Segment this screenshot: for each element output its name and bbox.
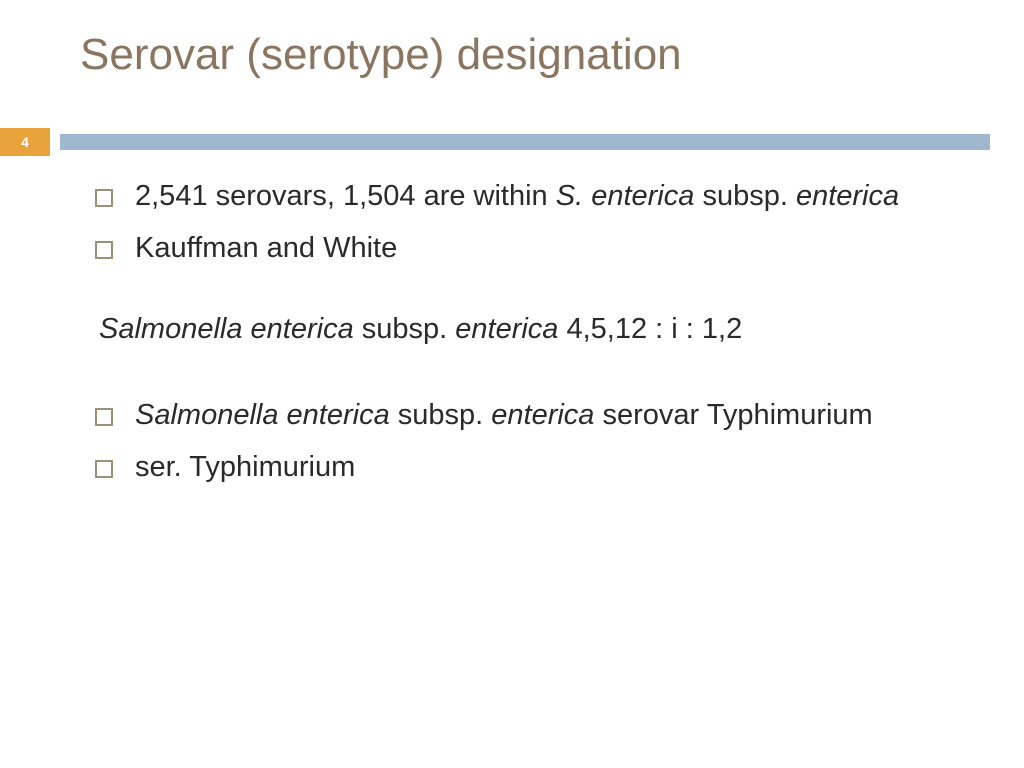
divider-row: 4 — [0, 128, 1024, 156]
page-number-badge: 4 — [0, 128, 50, 156]
center-species: Salmonella enterica — [99, 313, 354, 345]
bullet-item-3: Salmonella enterica subsp. enterica sero… — [95, 397, 935, 435]
slide: Serovar (serotype) designation 4 2,541 s… — [0, 0, 1024, 768]
bullet-2-text: Kauffman and White — [135, 232, 397, 264]
bullet-3-species: Salmonella enterica — [135, 399, 390, 431]
bullet-3-mid: subsp. — [390, 399, 492, 431]
slide-body: 2,541 serovars, 1,504 are within S. ente… — [95, 178, 935, 500]
bullet-3-serovar: serovar Typhimurium — [594, 399, 872, 431]
bullet-item-4: ser. Typhimurium — [95, 449, 935, 487]
bullet-1-text-b: subsp. — [694, 180, 796, 212]
slide-title: Serovar (serotype) designation — [80, 30, 682, 80]
bullet-1-subspecies: enterica — [796, 180, 899, 212]
center-subspecies: enterica — [455, 313, 558, 345]
divider-bar — [60, 134, 990, 150]
center-mid: subsp. — [354, 313, 456, 345]
bullet-1-text-a: 2,541 serovars, 1,504 are within — [135, 180, 556, 212]
bullet-3-subspecies: enterica — [491, 399, 594, 431]
bullet-4-text: ser. Typhimurium — [135, 451, 355, 483]
bullet-item-1: 2,541 serovars, 1,504 are within S. ente… — [95, 178, 935, 216]
center-antigen: 4,5,12 : i : 1,2 — [558, 313, 742, 345]
bullet-item-2: Kauffman and White — [95, 230, 935, 268]
bullet-1-species: S. enterica — [556, 180, 695, 212]
center-notation: Salmonella enterica subsp. enterica 4,5,… — [99, 311, 935, 349]
